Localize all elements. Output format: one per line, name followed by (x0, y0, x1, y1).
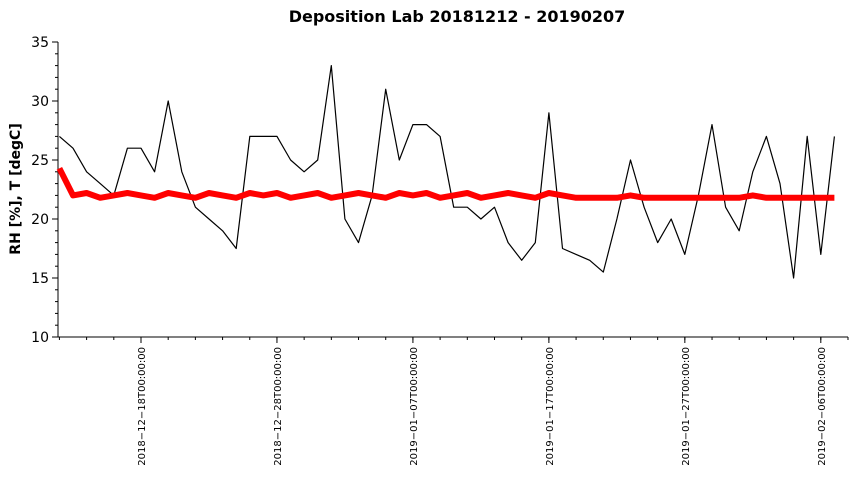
x-tick-label: 2019−01−07T00:00:00 (409, 347, 420, 466)
x-tick-label: 2018−12−18T00:00:00 (137, 347, 148, 466)
y-tick-label: 30 (31, 94, 49, 110)
y-tick-label: 25 (31, 153, 49, 169)
series-line (56, 166, 835, 201)
chart-title: Deposition Lab 20181212 - 20190207 (289, 7, 626, 26)
y-axis-label: RH [%], T [degC] (8, 123, 24, 254)
x-tick-label: 2019−01−17T00:00:00 (545, 347, 556, 466)
y-tick-label: 15 (31, 271, 49, 287)
x-tick-label: 2018−12−28T00:00:00 (273, 347, 284, 466)
x-tick-label: 2019−02−06T00:00:00 (817, 347, 828, 466)
y-tick-label: 35 (31, 35, 49, 51)
y-tick-label: 10 (31, 330, 49, 346)
series-line (59, 65, 835, 279)
y-tick-label: 20 (31, 212, 49, 228)
x-tick-label: 2019−01−27T00:00:00 (681, 347, 692, 466)
